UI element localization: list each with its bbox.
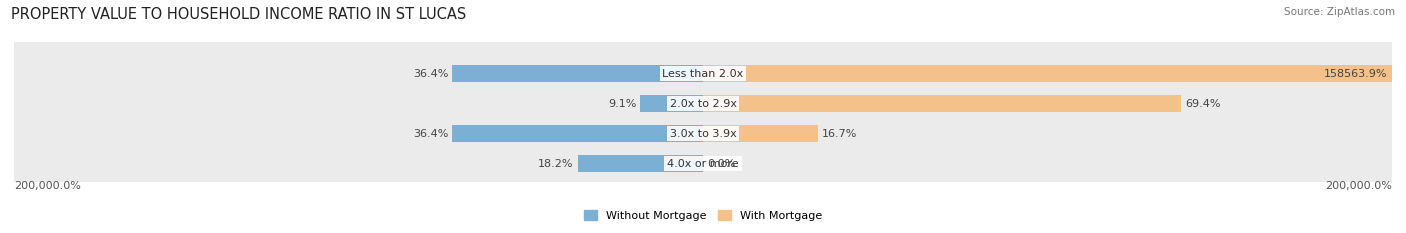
Text: 158563.9%: 158563.9% <box>1324 69 1388 79</box>
Text: 200,000.0%: 200,000.0% <box>14 181 82 191</box>
Text: Source: ZipAtlas.com: Source: ZipAtlas.com <box>1284 7 1395 17</box>
Text: 9.1%: 9.1% <box>607 99 636 109</box>
Text: 200,000.0%: 200,000.0% <box>1324 181 1392 191</box>
Bar <box>703 65 1392 82</box>
Bar <box>640 95 703 112</box>
Bar <box>578 155 703 172</box>
Bar <box>703 125 818 142</box>
Text: 2.0x to 2.9x: 2.0x to 2.9x <box>669 99 737 109</box>
Text: 16.7%: 16.7% <box>823 129 858 139</box>
Text: 18.2%: 18.2% <box>538 159 574 169</box>
Bar <box>703 95 1181 112</box>
Text: 3.0x to 3.9x: 3.0x to 3.9x <box>669 129 737 139</box>
Legend: Without Mortgage, With Mortgage: Without Mortgage, With Mortgage <box>583 210 823 221</box>
Text: 69.4%: 69.4% <box>1185 99 1220 109</box>
FancyBboxPatch shape <box>14 0 1392 233</box>
Text: PROPERTY VALUE TO HOUSEHOLD INCOME RATIO IN ST LUCAS: PROPERTY VALUE TO HOUSEHOLD INCOME RATIO… <box>11 7 467 22</box>
Text: 36.4%: 36.4% <box>413 69 449 79</box>
Text: 36.4%: 36.4% <box>413 129 449 139</box>
FancyBboxPatch shape <box>14 0 1392 233</box>
Text: Less than 2.0x: Less than 2.0x <box>662 69 744 79</box>
FancyBboxPatch shape <box>14 0 1392 233</box>
FancyBboxPatch shape <box>14 0 1392 233</box>
Text: 4.0x or more: 4.0x or more <box>668 159 738 169</box>
Text: 0.0%: 0.0% <box>707 159 735 169</box>
Bar <box>453 65 703 82</box>
Bar <box>453 125 703 142</box>
